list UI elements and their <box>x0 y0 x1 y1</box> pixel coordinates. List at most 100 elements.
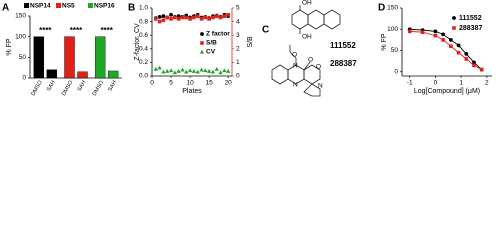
legend-label: CV <box>206 49 216 56</box>
legend-label: NSP14 <box>30 3 51 10</box>
marker <box>176 17 181 21</box>
marker <box>153 67 159 71</box>
marker <box>157 65 162 70</box>
x-axis-title: Plates <box>182 88 202 95</box>
marker <box>187 68 193 73</box>
marker <box>180 67 185 72</box>
x-tick-label: 0 <box>150 80 154 87</box>
marker <box>222 68 227 73</box>
bar <box>77 71 88 79</box>
marker <box>199 17 204 21</box>
marker <box>195 69 200 74</box>
bar <box>107 70 119 79</box>
y-tick-label: 1 <box>236 59 240 66</box>
marker <box>433 33 438 38</box>
atom-label: O <box>308 57 313 64</box>
significance: **** <box>100 26 113 35</box>
marker <box>206 69 212 73</box>
y-tick-label: 4 <box>236 18 240 25</box>
atom-label: O <box>316 64 321 71</box>
x-tick-label: SAH <box>46 80 57 93</box>
y-tick-label: 0.6 <box>139 32 148 39</box>
panel-letter: B <box>128 3 135 14</box>
marker <box>407 29 412 34</box>
y-tick-label: 3 <box>236 32 240 39</box>
atom-label: N <box>293 82 298 89</box>
marker <box>218 15 223 20</box>
x-axis-title: Log[Compound] (μM) <box>414 88 480 95</box>
y-tick-label: 1.0 <box>139 5 148 12</box>
y-tick-label: 100 <box>387 26 398 33</box>
marker <box>472 63 476 68</box>
y-tick-label: 2 <box>236 46 240 53</box>
legend-label: 111552 <box>459 15 482 22</box>
marker <box>180 15 185 20</box>
legend-label: NSP16 <box>94 3 115 10</box>
legend-marker <box>452 26 456 30</box>
x-tick-label: 20 <box>225 80 233 87</box>
x-tick-label: 10 <box>186 80 194 87</box>
marker <box>165 15 170 20</box>
y-tick-label: 0 <box>236 73 240 80</box>
marker <box>184 69 189 74</box>
marker <box>214 67 219 71</box>
x-tick-label: DMSO <box>92 79 106 97</box>
compound-label: 288387 <box>330 59 357 68</box>
legend-swatch <box>56 3 61 8</box>
marker <box>172 70 178 75</box>
marker <box>456 50 461 55</box>
y-tick-label: 50 <box>19 54 27 61</box>
x-tick-label: SAH <box>77 80 88 93</box>
y-tick-label: 0.0 <box>139 73 148 80</box>
marker <box>211 15 215 20</box>
marker <box>195 14 200 18</box>
legend-swatch <box>24 3 29 8</box>
marker <box>456 43 461 48</box>
atom-label: N <box>318 83 323 90</box>
y-axis-title: Z-factor, CV <box>134 23 141 61</box>
x-tick-label: 0 <box>434 80 438 87</box>
y-tick-label: 0.4 <box>139 46 148 53</box>
x-tick-label: 1 <box>459 80 463 87</box>
x-tick-label: DMSO <box>30 79 44 97</box>
marker <box>157 19 162 24</box>
marker <box>464 52 469 56</box>
significance: **** <box>39 26 52 35</box>
y-tick-label: 150 <box>387 5 398 12</box>
x-tick-label: DMSO <box>61 79 75 97</box>
marker <box>226 13 230 17</box>
marker <box>218 70 223 75</box>
structure-111552 <box>291 5 341 34</box>
bar <box>64 36 75 79</box>
y-axis-title: % FP <box>6 38 13 55</box>
legend-marker <box>199 49 205 54</box>
y-axis-title: % FP <box>381 33 388 50</box>
marker <box>472 60 476 65</box>
bar <box>46 69 58 79</box>
marker <box>173 15 177 20</box>
panel-letter: A <box>2 3 9 14</box>
x-tick-label: 5 <box>169 80 173 87</box>
marker <box>184 15 189 20</box>
marker <box>169 17 173 21</box>
panel-letter: D <box>378 3 385 14</box>
marker <box>203 15 208 20</box>
y-tick-label: 0 <box>394 68 398 75</box>
marker <box>165 69 170 73</box>
marker <box>441 32 446 37</box>
marker <box>203 68 208 73</box>
marker <box>168 68 174 73</box>
marker <box>479 67 484 72</box>
bar <box>94 36 106 79</box>
marker <box>225 69 231 73</box>
marker <box>157 14 162 19</box>
atom-label: O <box>292 52 297 59</box>
x-tick-label: 15 <box>206 80 214 87</box>
marker <box>154 17 158 21</box>
marker <box>448 37 453 42</box>
fit-line <box>409 28 483 70</box>
legend-marker <box>200 41 204 45</box>
x-tick-label: -1 <box>407 80 413 87</box>
marker <box>441 38 445 42</box>
y-tick-label: 0 <box>22 75 26 82</box>
